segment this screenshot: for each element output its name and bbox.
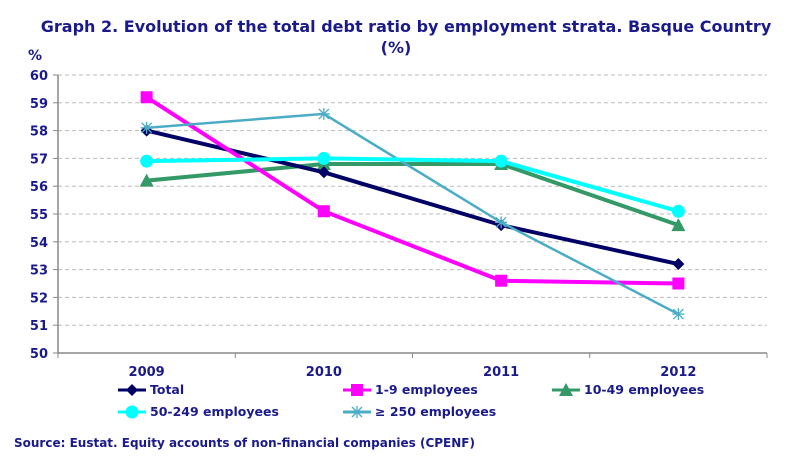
data-point: [494, 154, 508, 168]
x-tick-label: 2009: [129, 365, 165, 380]
y-tick-label: 52: [30, 291, 48, 306]
legend-swatch: [118, 405, 146, 418]
x-tick-label: 2012: [660, 365, 696, 380]
legend-swatch: [118, 383, 146, 396]
data-point: [139, 173, 154, 187]
data-point: [672, 258, 685, 271]
series-line: [146, 112, 679, 316]
y-tick-label: 53: [30, 264, 48, 279]
y-tick-label: 59: [30, 97, 48, 112]
star-stroke: [351, 406, 363, 417]
y-tick-label: 58: [30, 125, 48, 140]
x-tick-label: 2010: [306, 365, 342, 380]
legend-label: 1-9 employees: [375, 382, 478, 397]
source-note: Source: Eustat. Equity accounts of non-f…: [14, 436, 475, 450]
series-line: [146, 156, 679, 214]
data-point: [317, 107, 330, 120]
y-tick-label: 57: [30, 152, 48, 167]
series-1: [140, 91, 685, 290]
series-4: [140, 107, 685, 321]
series-3: [140, 151, 685, 218]
data-point: [495, 216, 508, 229]
legend-item: 50-249 employees: [118, 404, 279, 419]
data-point: [671, 218, 686, 232]
legend-swatch: [343, 405, 371, 418]
y-tick-label: 54: [30, 236, 48, 251]
series-line: [145, 95, 679, 286]
y-tick-label: 55: [30, 208, 48, 223]
legend-marker: [126, 383, 138, 396]
legend-label: ≥ 250 employees: [375, 404, 497, 419]
legend-item: ≥ 250 employees: [343, 404, 496, 419]
star-stroke: [141, 122, 153, 134]
legend-item: 10-49 employees: [552, 382, 704, 397]
x-tick-label: 2011: [483, 365, 519, 380]
star-stroke: [672, 308, 684, 320]
data-point: [140, 154, 154, 168]
data-point: [495, 274, 508, 287]
data-point: [317, 151, 331, 165]
legend-marker: [351, 383, 363, 396]
legend-marker: [559, 382, 573, 396]
star-stroke: [495, 216, 507, 228]
legend-marker: [125, 405, 139, 418]
legend-label: 10-49 employees: [584, 382, 705, 397]
legend-item: Total: [118, 382, 184, 397]
y-axis-label: %: [28, 48, 43, 64]
data-point: [672, 308, 685, 321]
data-point: [317, 205, 330, 218]
star-stroke: [318, 108, 330, 120]
series-line: [146, 161, 680, 228]
y-tick-label: 50: [30, 347, 48, 362]
y-tick-label: 60: [30, 69, 48, 84]
data-point: [140, 121, 153, 134]
series-line: [146, 128, 679, 266]
legend-label: 50-249 employees: [150, 404, 279, 419]
data-point: [672, 277, 685, 290]
data-point: [317, 166, 330, 179]
legend-swatch: [552, 382, 580, 396]
data-point: [671, 204, 685, 218]
y-tick-label: 51: [30, 319, 48, 334]
chart-title: Graph 2. Evolution of the total debt rat…: [40, 17, 772, 36]
legend-swatch: [343, 383, 371, 396]
legend-label: Total: [150, 382, 185, 397]
data-point: [140, 91, 153, 104]
y-tick-label: 56: [30, 180, 48, 195]
legend-marker: [351, 405, 363, 418]
legend-item: 1-9 employees: [343, 382, 478, 397]
chart-title-unit: (%): [380, 38, 412, 57]
